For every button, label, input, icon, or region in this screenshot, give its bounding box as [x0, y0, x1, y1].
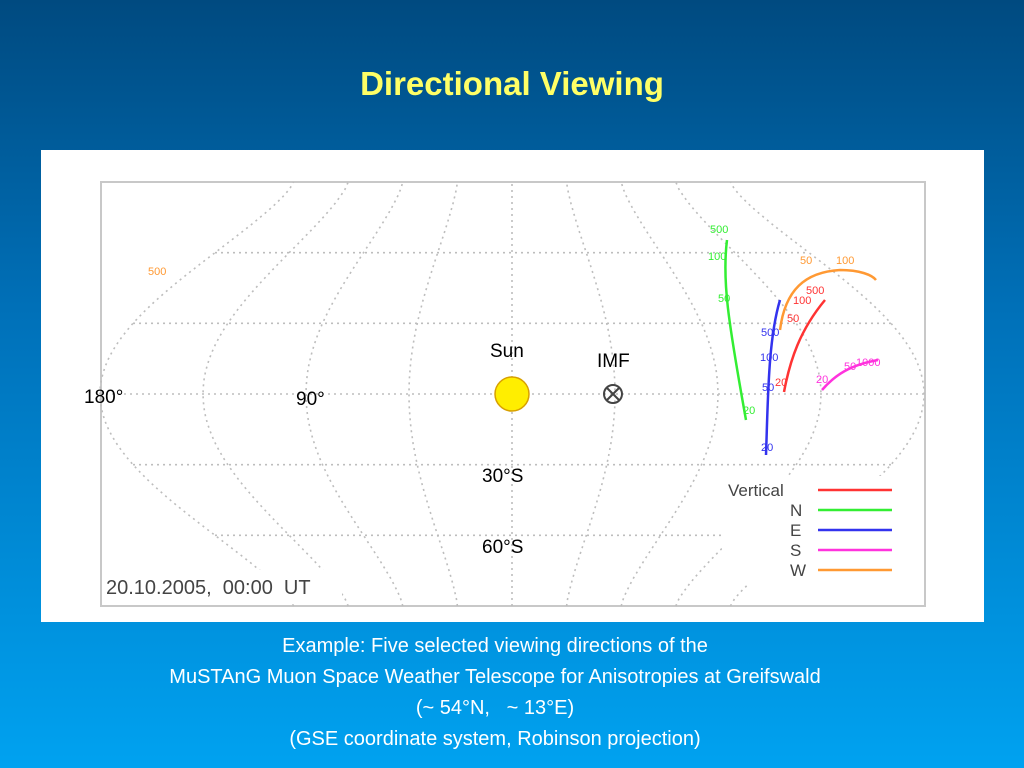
curve-label: 100	[708, 251, 726, 263]
caption: Example: Five selected viewing direction…	[169, 635, 820, 750]
timestamp-bg	[102, 570, 342, 604]
meridian	[675, 181, 822, 607]
curve-label: 50	[787, 313, 799, 325]
legend-label: Vertical	[728, 481, 784, 500]
curve-label: 50	[762, 382, 774, 394]
curve-label: 100	[793, 295, 811, 307]
lon-label: 90°	[296, 389, 325, 410]
imf-label: IMF	[597, 351, 630, 372]
sun-label: Sun	[490, 341, 524, 362]
meridian	[565, 181, 616, 607]
slide-title: Directional Viewing	[360, 65, 664, 102]
meridian	[202, 181, 349, 607]
curve-label: 20	[743, 405, 755, 417]
timestamp: 20.10.2005, 00:00 UT	[106, 577, 311, 599]
meridian	[305, 181, 404, 607]
curves: 5001005020Vertical5001005020N5001005020E…	[148, 224, 892, 580]
curve-label: 20	[775, 377, 787, 389]
direction-curve	[821, 358, 879, 391]
curve-label: 50	[800, 255, 812, 267]
curve-label: 500	[806, 285, 824, 297]
curve-label: 100	[836, 255, 854, 267]
caption-line: (~ 54°N, ~ 13°E)	[416, 697, 574, 719]
curve-label: 20	[761, 442, 773, 454]
direction-curve	[764, 299, 782, 456]
curve-label: 1000	[856, 357, 880, 369]
caption-line: Example: Five selected viewing direction…	[282, 635, 708, 657]
curve-label: 500	[710, 224, 728, 236]
curve-label: 100	[760, 352, 778, 364]
curve-label: 500	[761, 327, 779, 339]
lat-label: 30°S	[482, 466, 523, 487]
sun-symbol	[494, 376, 530, 412]
legend-label: S	[790, 541, 801, 560]
legend-label: W	[790, 561, 806, 580]
legend-label: E	[790, 521, 801, 540]
caption-line: (GSE coordinate system, Robinson project…	[289, 728, 700, 750]
curve-label: 50	[844, 361, 856, 373]
curve-label: 20	[816, 374, 828, 386]
direction-curve	[778, 268, 877, 331]
caption-line: MuSTAnG Muon Space Weather Telescope for…	[169, 666, 820, 688]
legend-label: N	[790, 501, 802, 520]
curve-label: 500	[148, 266, 166, 278]
lat-label: 60°S	[482, 537, 523, 558]
direction-curve	[782, 299, 826, 393]
curve-label: 50	[718, 293, 730, 305]
direction-curve	[724, 239, 748, 421]
imf-symbol	[603, 384, 623, 404]
lon-label: 180°	[84, 387, 123, 408]
